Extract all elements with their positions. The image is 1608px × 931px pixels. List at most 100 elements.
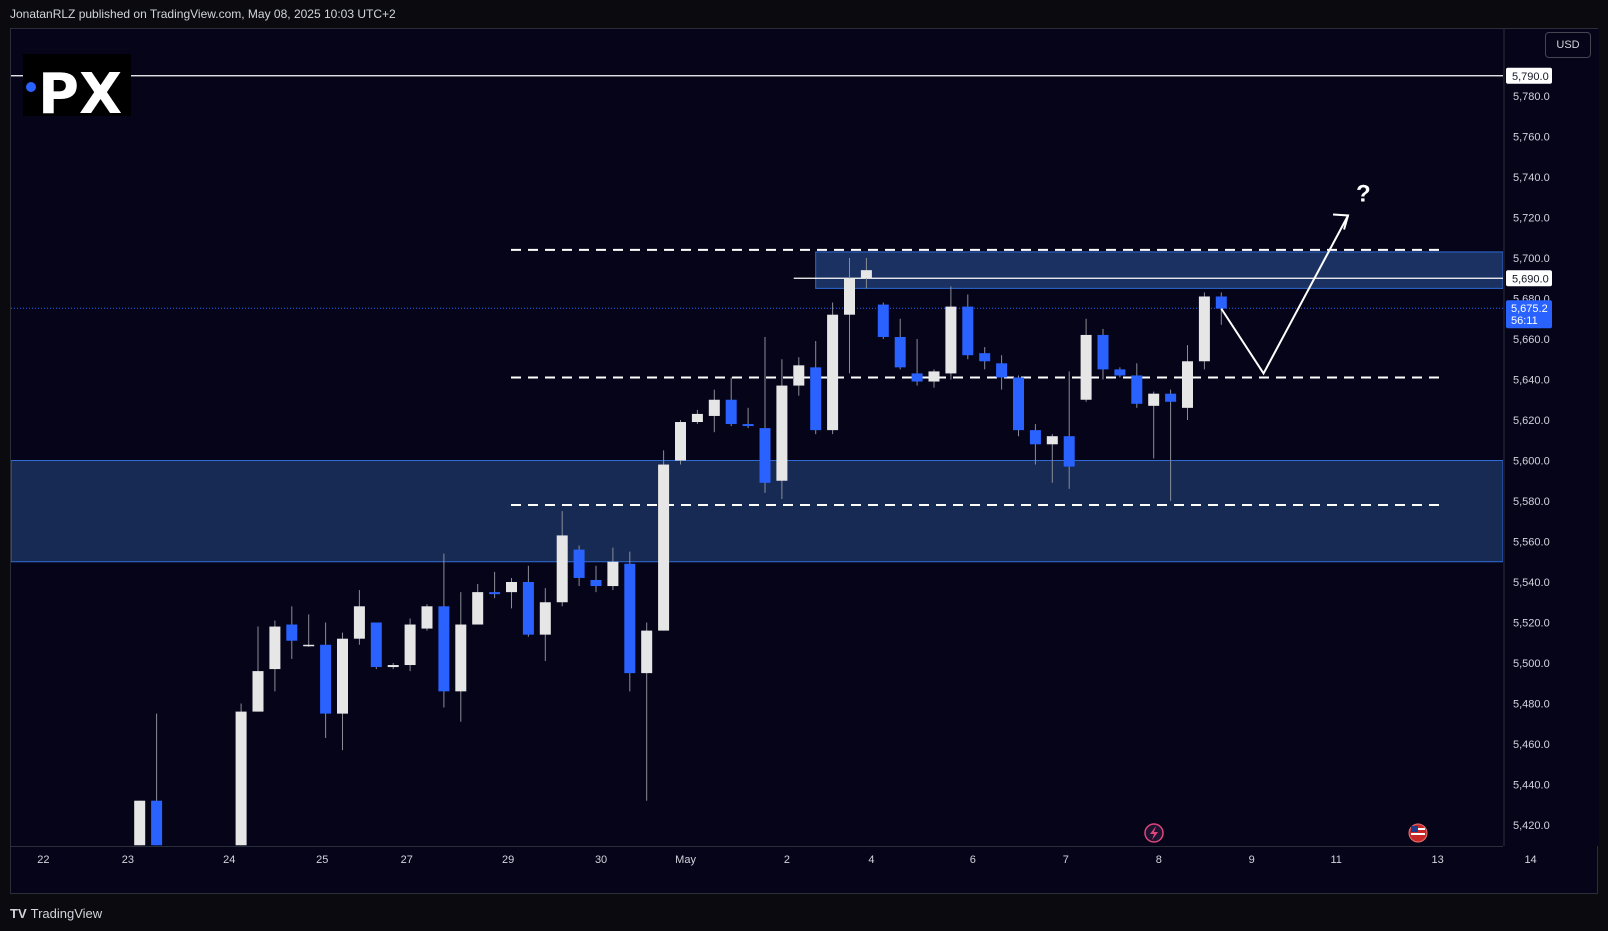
candle-32[interactable] <box>742 407 754 429</box>
candle-body <box>506 582 517 593</box>
us-flag-icon[interactable] <box>1408 823 1428 843</box>
candle-body <box>1148 393 1160 406</box>
candle-33[interactable] <box>759 336 771 493</box>
candle-31[interactable] <box>725 377 737 427</box>
candle-57[interactable] <box>1165 389 1177 501</box>
candle-body <box>151 800 163 846</box>
candle-14[interactable] <box>438 553 450 708</box>
candle-11[interactable] <box>387 663 399 670</box>
candle-38[interactable] <box>844 258 855 374</box>
candle-21[interactable] <box>556 511 568 607</box>
candle-0[interactable] <box>134 800 146 846</box>
overlay-layer: ? <box>1220 180 1371 376</box>
candle-body <box>675 422 686 461</box>
candle-46[interactable] <box>979 347 991 370</box>
candle-3[interactable] <box>252 626 264 712</box>
candle-body <box>539 602 551 635</box>
candle-body <box>979 353 991 362</box>
candle-15[interactable] <box>455 592 467 722</box>
candle-body <box>337 638 348 714</box>
candle-55[interactable] <box>1131 363 1143 408</box>
candle-53[interactable] <box>1097 328 1109 380</box>
time-axis-bg <box>11 847 1503 871</box>
candle-59[interactable] <box>1198 292 1210 370</box>
candle-4[interactable] <box>269 620 281 692</box>
candle-25[interactable] <box>624 551 636 692</box>
candle-28[interactable] <box>675 420 686 465</box>
candle-9[interactable] <box>353 590 365 645</box>
candle-52[interactable] <box>1080 318 1092 402</box>
candle-47[interactable] <box>996 355 1008 390</box>
candle-16[interactable] <box>472 584 484 625</box>
candle-22[interactable] <box>573 545 585 587</box>
candle-56[interactable] <box>1148 391 1160 459</box>
candle-34[interactable] <box>776 359 788 499</box>
flag-canton <box>1411 826 1418 832</box>
candle-10[interactable] <box>370 622 382 670</box>
candle-44[interactable] <box>945 286 957 380</box>
candle-body <box>1013 377 1024 431</box>
candle-body <box>522 582 534 635</box>
candle-36[interactable] <box>810 341 822 435</box>
candle-27[interactable] <box>658 450 670 631</box>
candles-layer <box>134 258 1227 846</box>
candle-body <box>269 626 281 670</box>
candle-body <box>725 399 737 425</box>
tradingview-brand-label: TradingView <box>30 906 103 921</box>
currency-button[interactable]: USD <box>1545 32 1591 58</box>
candle-50[interactable] <box>1046 434 1058 483</box>
tradingview-brand[interactable]: TV TradingView <box>10 906 102 921</box>
candle-12[interactable] <box>404 618 416 672</box>
time-tick-11: 6 <box>970 854 976 866</box>
candle-54[interactable] <box>1114 367 1126 378</box>
lightning-event-icon[interactable] <box>1144 823 1164 843</box>
candle-1[interactable] <box>151 713 163 846</box>
publisher-bar: JonatanRLZ published on TradingView.com,… <box>0 0 1608 28</box>
candle-20[interactable] <box>539 588 551 661</box>
candle-13[interactable] <box>421 604 433 631</box>
candle-48[interactable] <box>1013 375 1024 437</box>
candle-58[interactable] <box>1182 345 1193 420</box>
candle-43[interactable] <box>928 369 940 388</box>
candle-49[interactable] <box>1029 424 1041 465</box>
candle-39[interactable] <box>860 258 872 289</box>
candle-body <box>860 270 872 279</box>
candle-body <box>962 306 974 356</box>
candle-body <box>759 428 771 483</box>
candle-body <box>996 363 1008 378</box>
candle-40[interactable] <box>877 302 889 339</box>
price-tick-6: 5,660.0 <box>1513 334 1550 346</box>
candle-body <box>438 606 450 692</box>
candle-45[interactable] <box>962 294 974 360</box>
candle-body <box>894 336 906 368</box>
candle-26[interactable] <box>641 622 653 801</box>
candle-19[interactable] <box>522 565 534 637</box>
candle-17[interactable] <box>489 571 501 599</box>
candle-body <box>404 624 416 666</box>
time-tick-4: 25 <box>316 854 328 866</box>
price-tick-0: 5,780.0 <box>1513 91 1550 103</box>
question-mark-annotation: ? <box>1356 180 1371 207</box>
candle-51[interactable] <box>1063 371 1075 489</box>
candle-29[interactable] <box>691 409 703 425</box>
candle-42[interactable] <box>911 339 923 386</box>
candle-23[interactable] <box>590 565 602 593</box>
candle-30[interactable] <box>708 389 720 433</box>
candle-body <box>624 563 636 674</box>
time-tick-2: 23 <box>122 854 134 866</box>
candle-body <box>607 561 619 587</box>
candle-5[interactable] <box>286 606 298 659</box>
candle-2[interactable] <box>235 703 247 846</box>
candle-37[interactable] <box>827 302 839 435</box>
price-tick-17: 5,440.0 <box>1513 780 1550 792</box>
price-axis: 5,780.05,760.05,740.05,720.05,700.05,680… <box>1503 29 1599 846</box>
candle-18[interactable] <box>506 577 517 609</box>
candle-41[interactable] <box>894 318 906 370</box>
candle-24[interactable] <box>607 547 619 591</box>
price-tick-16: 5,460.0 <box>1513 739 1550 751</box>
candle-7[interactable] <box>320 622 332 738</box>
candle-8[interactable] <box>337 632 348 751</box>
candle-35[interactable] <box>793 357 805 396</box>
candle-6[interactable] <box>303 614 315 647</box>
